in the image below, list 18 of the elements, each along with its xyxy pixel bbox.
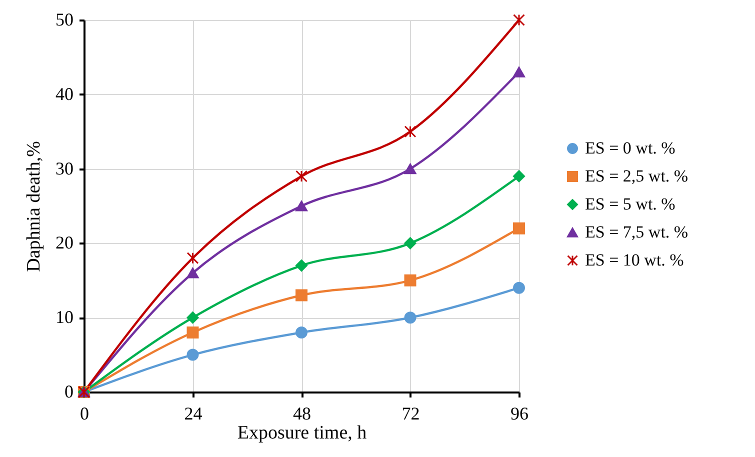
legend-label: ES = 0 wt. %	[585, 138, 676, 158]
y-axis-title: Daphnia death,%	[24, 140, 44, 272]
y-tick-label: 10	[56, 307, 74, 328]
x-axis-title: Exposure time, h	[237, 422, 368, 444]
legend-label: ES = 10 wt. %	[585, 250, 684, 270]
x-tick-label: 24	[184, 404, 202, 424]
y-tick-label: 40	[56, 84, 74, 104]
x-tick-label: 0	[80, 404, 89, 424]
x-tick-label: 96	[510, 404, 528, 424]
legend-label: ES = 7,5 wt. %	[585, 222, 688, 242]
y-tick-label: 50	[56, 10, 74, 30]
legend-label: ES = 2,5 wt. %	[585, 166, 688, 186]
legend-label: ES = 5 wt. %	[585, 194, 676, 214]
y-tick-label: 0	[64, 382, 74, 402]
x-tick-label: 72	[402, 404, 420, 424]
y-tick-label: 20	[56, 232, 74, 253]
x-tick-label: 48	[293, 404, 311, 424]
y-tick-label: 30	[56, 158, 74, 178]
